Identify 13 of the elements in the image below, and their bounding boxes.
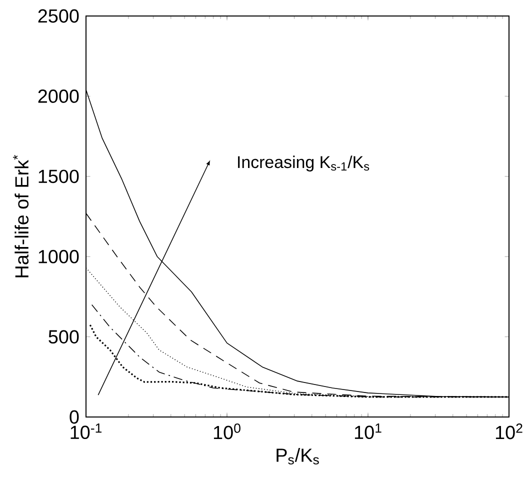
y-tick-label: 2000 — [38, 89, 79, 103]
x-tick-label: 10$^{-1}$ — [70, 424, 102, 440]
y-tick-label: 0 — [70, 410, 79, 424]
x-tick-label: 10$^{0}$ — [214, 424, 240, 440]
y-tick-label: 2500 — [38, 9, 79, 23]
x-tick-label: 10$^{2}$ — [496, 424, 522, 440]
x-tick-label: 10$^{1}$ — [354, 424, 382, 440]
y-tick-label: 500 — [48, 330, 79, 344]
y-axis-title: Half-life of Erk$^{*}$ — [13, 154, 29, 278]
annotation: Increasing K$_{s-1}$/K$_{s}$ — [238, 156, 370, 172]
y-tick-label: 1000 — [38, 250, 79, 264]
x-axis-title: P$_{s}$/K$_{s}$ — [276, 448, 319, 464]
y-tick-label: 1500 — [38, 170, 79, 184]
